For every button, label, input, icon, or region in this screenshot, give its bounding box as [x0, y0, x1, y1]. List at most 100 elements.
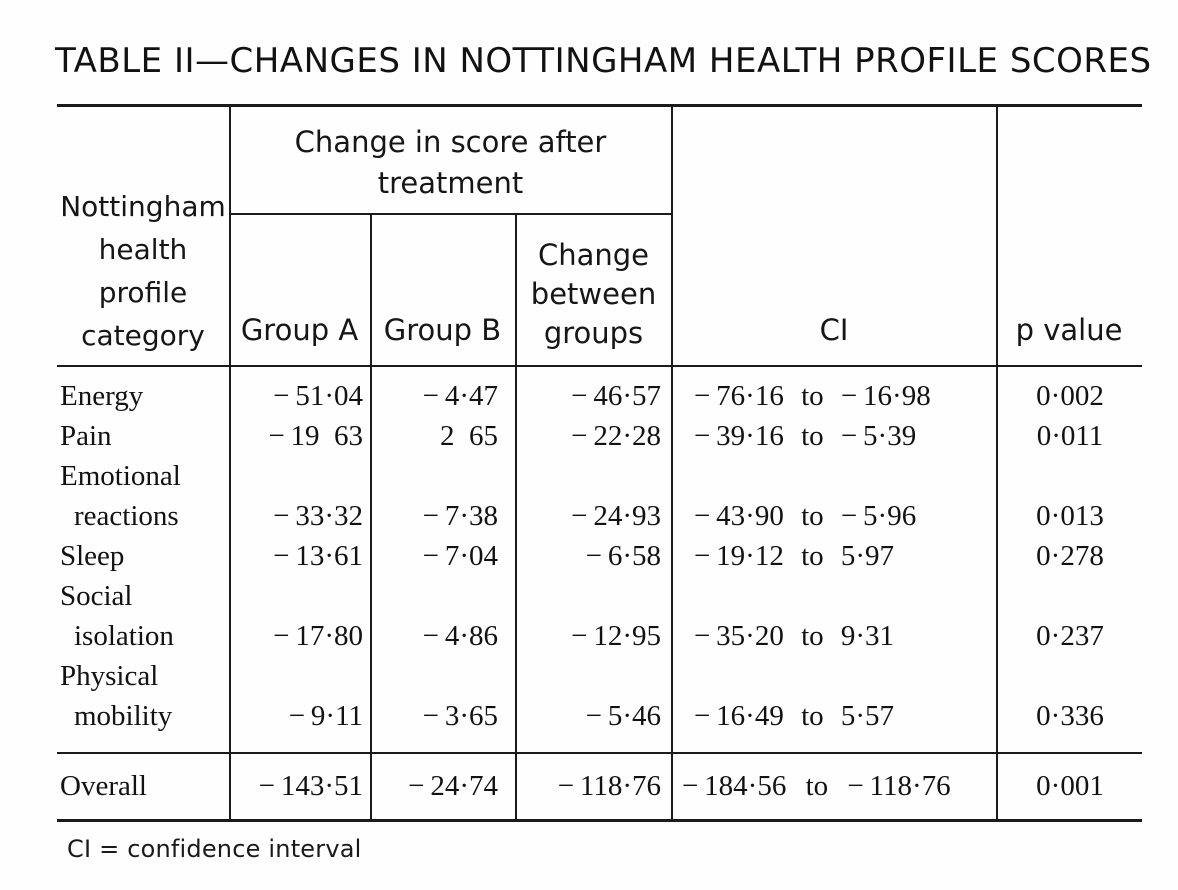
group-a-cell — [229, 456, 370, 496]
p-value-cell: 0·336 — [1036, 700, 1104, 732]
change-cell: − 118·76 — [557, 770, 661, 802]
change-cell — [515, 656, 672, 696]
rule-above-overall — [57, 752, 1142, 754]
group-b-cell: − 4·86 — [422, 620, 498, 652]
table-body: Energy − 51·04 − 4·47 − 46·57 − 76·16 to… — [57, 371, 1142, 736]
p-value-cell: 0·011 — [1036, 420, 1104, 452]
p-value-cell — [998, 456, 1142, 496]
header-group-b: Group B — [370, 215, 515, 365]
header-category: Nottingham health profile category — [57, 106, 229, 365]
category-cell: Social — [60, 580, 133, 612]
header-category-line: health — [98, 233, 188, 266]
change-cell: − 6·58 — [585, 540, 661, 572]
header-ci: CI — [672, 106, 996, 365]
header-ci-label: CI — [819, 313, 849, 347]
p-value-cell: 0·278 — [1036, 540, 1104, 572]
p-value-cell: 0·001 — [1036, 770, 1104, 802]
table-row: Sleep − 13·61 − 7·04 − 6·58 − 19·12 to 5… — [57, 536, 1142, 576]
group-a-cell: − 33·32 — [273, 500, 363, 532]
group-b-cell — [370, 576, 515, 616]
group-a-cell — [229, 576, 370, 616]
category-cell: reactions — [74, 500, 179, 532]
rule-col-ci — [996, 106, 998, 821]
header-change-line: Change — [537, 238, 650, 272]
category-cell: Pain — [60, 420, 112, 452]
header-change-line: groups — [543, 316, 644, 350]
header-p-value: p value — [996, 106, 1142, 365]
rule-col-group-a — [370, 215, 372, 821]
p-value-cell — [998, 576, 1142, 616]
group-b-cell: − 7·04 — [422, 540, 498, 572]
header-category-line: profile — [98, 276, 188, 309]
ci-cell: − 184·56 to − 118·76 — [682, 770, 951, 802]
ci-cell: − 35·20 to 9·31 — [694, 620, 895, 652]
group-a-cell: − 13·61 — [273, 540, 363, 572]
change-cell: − 24·93 — [571, 500, 661, 532]
table-row: mobility − 9·11 − 3·65 − 5·46 − 16·49 to… — [57, 696, 1142, 736]
category-cell: Sleep — [60, 540, 125, 572]
table-row: reactions − 33·32 − 7·38 − 24·93 − 43·90… — [57, 496, 1142, 536]
table-row: Emotional — [57, 456, 1142, 496]
group-b-cell: − 4·47 — [422, 380, 498, 412]
table-title: TABLE II—CHANGES IN NOTTINGHAM HEALTH PR… — [55, 41, 1152, 81]
rule-col-category — [229, 106, 231, 821]
header-category-line: Nottingham — [60, 190, 226, 223]
rule-under-header — [57, 365, 1142, 367]
table-row: Physical — [57, 656, 1142, 696]
ci-cell: − 43·90 to − 5·96 — [694, 500, 917, 532]
group-b-cell: − 7·38 — [422, 500, 498, 532]
category-cell: Physical — [60, 660, 159, 692]
p-value-cell — [998, 656, 1142, 696]
header-group-b-label: Group B — [383, 313, 502, 347]
p-value-cell: 0·013 — [1036, 500, 1104, 532]
rule-col-change-groups — [671, 106, 673, 821]
table-row: isolation − 17·80 − 4·86 − 12·95 − 35·20… — [57, 616, 1142, 656]
rule-under-span — [229, 213, 672, 215]
change-cell — [515, 576, 672, 616]
group-a-cell: − 17·80 — [273, 620, 363, 652]
ci-cell: − 76·16 to − 16·98 — [694, 380, 931, 412]
category-cell: Emotional — [60, 460, 181, 492]
table-row: Social — [57, 576, 1142, 616]
header-category-line: category — [81, 319, 205, 352]
header-group-a-label: Group A — [240, 313, 359, 347]
group-b-cell: 2 65 — [440, 420, 498, 452]
change-cell — [515, 456, 672, 496]
header-group-a: Group A — [229, 215, 370, 365]
ci-cell — [672, 576, 998, 616]
group-a-cell: − 19 63 — [268, 420, 363, 452]
ci-cell: − 19·12 to 5·97 — [694, 540, 895, 572]
table-row: Pain − 19 63 2 65 − 22·28 − 39·16 to − 5… — [57, 416, 1142, 456]
overall-row: Overall − 143·51 − 24·74 − 118·76 − 184·… — [57, 754, 1142, 819]
change-cell: − 12·95 — [571, 620, 661, 652]
ci-cell: − 16·49 to 5·57 — [694, 700, 895, 732]
change-cell: − 5·46 — [585, 700, 661, 732]
ci-cell: − 39·16 to − 5·39 — [694, 420, 917, 452]
rule-col-group-b — [515, 215, 517, 821]
footnote-ci-definition: CI = confidence interval — [67, 835, 362, 863]
header-change-in-score-line: Change in score after — [294, 124, 607, 159]
rule-bottom — [57, 819, 1142, 822]
group-b-cell: − 24·74 — [408, 770, 498, 802]
category-cell: mobility — [74, 700, 173, 732]
header-change-between-groups: Change between groups — [515, 215, 672, 365]
ci-cell — [672, 656, 998, 696]
p-value-cell: 0·237 — [1036, 620, 1104, 652]
group-a-cell — [229, 656, 370, 696]
ci-cell — [672, 456, 998, 496]
header-p-value-label: p value — [1015, 313, 1123, 347]
group-a-cell: − 9·11 — [288, 700, 363, 732]
change-cell: − 46·57 — [571, 380, 661, 412]
group-a-cell: − 143·51 — [258, 770, 363, 802]
header-change-line: between — [530, 277, 657, 311]
p-value-cell: 0·002 — [1036, 380, 1104, 412]
header-change-in-score-line: treatment — [377, 165, 524, 200]
group-a-cell: − 51·04 — [273, 380, 363, 412]
header-change-in-score: Change in score after treatment — [229, 106, 672, 213]
group-b-cell — [370, 456, 515, 496]
group-b-cell: − 3·65 — [422, 700, 498, 732]
category-cell: Overall — [60, 770, 147, 802]
category-cell: Energy — [60, 380, 144, 412]
table-row: Energy − 51·04 − 4·47 − 46·57 − 76·16 to… — [57, 376, 1142, 416]
